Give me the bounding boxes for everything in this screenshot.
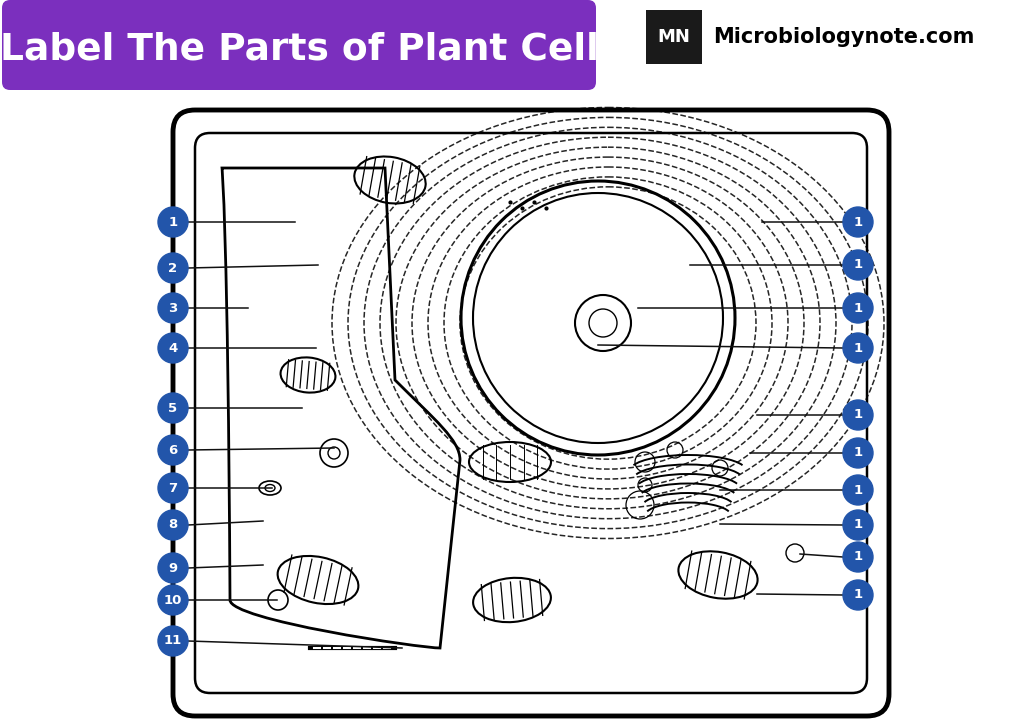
Text: Microbiologynote.com: Microbiologynote.com bbox=[713, 27, 975, 47]
Text: 1: 1 bbox=[853, 447, 862, 460]
Circle shape bbox=[158, 293, 188, 323]
Circle shape bbox=[158, 626, 188, 656]
Text: 1: 1 bbox=[853, 518, 862, 531]
Circle shape bbox=[158, 333, 188, 363]
Text: 1: 1 bbox=[853, 216, 862, 229]
Text: 1: 1 bbox=[853, 258, 862, 272]
Text: 6: 6 bbox=[168, 444, 177, 457]
Circle shape bbox=[158, 553, 188, 583]
Text: 8: 8 bbox=[168, 518, 177, 531]
Text: 3: 3 bbox=[168, 301, 177, 314]
Text: 5: 5 bbox=[168, 402, 177, 415]
Text: 1: 1 bbox=[853, 484, 862, 497]
Circle shape bbox=[843, 207, 873, 237]
Text: 2: 2 bbox=[168, 261, 177, 274]
Text: 11: 11 bbox=[164, 634, 182, 647]
Text: 4: 4 bbox=[168, 342, 177, 355]
Circle shape bbox=[158, 253, 188, 283]
Circle shape bbox=[843, 510, 873, 540]
Circle shape bbox=[158, 435, 188, 465]
Text: 1: 1 bbox=[853, 342, 862, 355]
Text: Label The Parts of Plant Cell: Label The Parts of Plant Cell bbox=[0, 32, 598, 68]
Circle shape bbox=[158, 585, 188, 615]
Text: 1: 1 bbox=[853, 550, 862, 563]
FancyBboxPatch shape bbox=[646, 10, 702, 64]
Circle shape bbox=[843, 542, 873, 572]
FancyBboxPatch shape bbox=[2, 0, 596, 90]
Circle shape bbox=[843, 475, 873, 505]
Text: 1: 1 bbox=[853, 301, 862, 314]
Circle shape bbox=[158, 393, 188, 423]
Text: 1: 1 bbox=[168, 216, 177, 229]
Text: 1: 1 bbox=[853, 589, 862, 602]
Circle shape bbox=[843, 400, 873, 430]
Circle shape bbox=[843, 293, 873, 323]
Circle shape bbox=[843, 250, 873, 280]
Circle shape bbox=[158, 510, 188, 540]
Circle shape bbox=[589, 309, 617, 337]
Text: 7: 7 bbox=[168, 481, 177, 494]
Circle shape bbox=[158, 207, 188, 237]
Text: MN: MN bbox=[657, 28, 690, 46]
Text: 10: 10 bbox=[164, 594, 182, 607]
Circle shape bbox=[843, 333, 873, 363]
Circle shape bbox=[843, 438, 873, 468]
Circle shape bbox=[843, 580, 873, 610]
Circle shape bbox=[158, 473, 188, 503]
Text: 1: 1 bbox=[853, 408, 862, 421]
Text: 9: 9 bbox=[168, 562, 177, 575]
